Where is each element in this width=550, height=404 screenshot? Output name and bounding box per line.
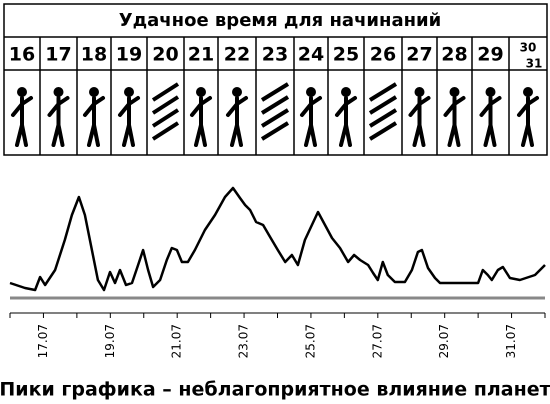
figure-body (190, 96, 212, 147)
stripe (151, 82, 180, 102)
figure-head (124, 87, 134, 97)
stripe (260, 82, 290, 102)
stripe (260, 95, 290, 115)
stripe (260, 108, 290, 128)
figure-head (341, 87, 351, 97)
day-label: 28 (441, 44, 467, 66)
stripe (368, 82, 398, 102)
figure-head (196, 87, 206, 97)
stripe (151, 95, 180, 115)
figure-head (449, 87, 460, 97)
day-label: 22 (224, 44, 250, 66)
day-label: 24 (298, 44, 324, 66)
figure-head (232, 87, 242, 97)
day-label: 18 (81, 44, 107, 66)
figure-head (414, 87, 425, 97)
x-tick-label: 29.07 (437, 324, 451, 358)
day-label: 17 (45, 44, 71, 66)
figure-body (408, 96, 431, 147)
day-label: 19 (116, 44, 142, 66)
figure-head (523, 87, 533, 97)
day-label: 26 (370, 44, 396, 66)
stripe (368, 108, 398, 128)
table-frame (3, 3, 548, 156)
figure-body (226, 96, 248, 147)
x-tick-label: 17.07 (36, 324, 50, 358)
caption: Пики графика – неблагоприятное влияние п… (0, 379, 550, 401)
stripe (151, 108, 180, 128)
figure-body (11, 96, 33, 147)
day-label: 31 (526, 57, 543, 71)
stripe (260, 121, 290, 141)
figure-body (118, 96, 140, 147)
day-label: 29 (477, 44, 503, 66)
figure-body (300, 96, 322, 147)
figure-body (443, 96, 466, 147)
x-tick-label: 27.07 (370, 324, 384, 358)
figure-body (83, 96, 105, 147)
day-label: 25 (333, 44, 359, 66)
line (9, 186, 546, 292)
day-label: 23 (262, 44, 288, 66)
figure-head (485, 87, 496, 97)
day-label: 27 (406, 44, 432, 66)
x-tick-label: 25.07 (303, 324, 317, 358)
figure-head (306, 87, 316, 97)
stripe (368, 95, 398, 115)
figure-head (89, 87, 99, 97)
stripe (368, 121, 398, 141)
day-label: 20 (152, 44, 178, 66)
figure-body (517, 96, 539, 147)
day-label: 30 (520, 41, 537, 55)
x-tick-label: 19.07 (103, 324, 117, 358)
day-label: 16 (9, 44, 35, 66)
title: Удачное время для начинаний (119, 10, 442, 31)
figure-body (335, 96, 357, 147)
x-tick-label: 23.07 (237, 324, 251, 358)
stripe (151, 121, 180, 141)
figure-head (53, 87, 64, 97)
figure-body (47, 96, 70, 147)
figure-body (479, 96, 502, 147)
figure-head (17, 87, 27, 97)
x-tick-label: 31.07 (504, 324, 518, 358)
x-tick-label: 21.07 (170, 324, 184, 358)
day-label: 21 (188, 44, 214, 66)
